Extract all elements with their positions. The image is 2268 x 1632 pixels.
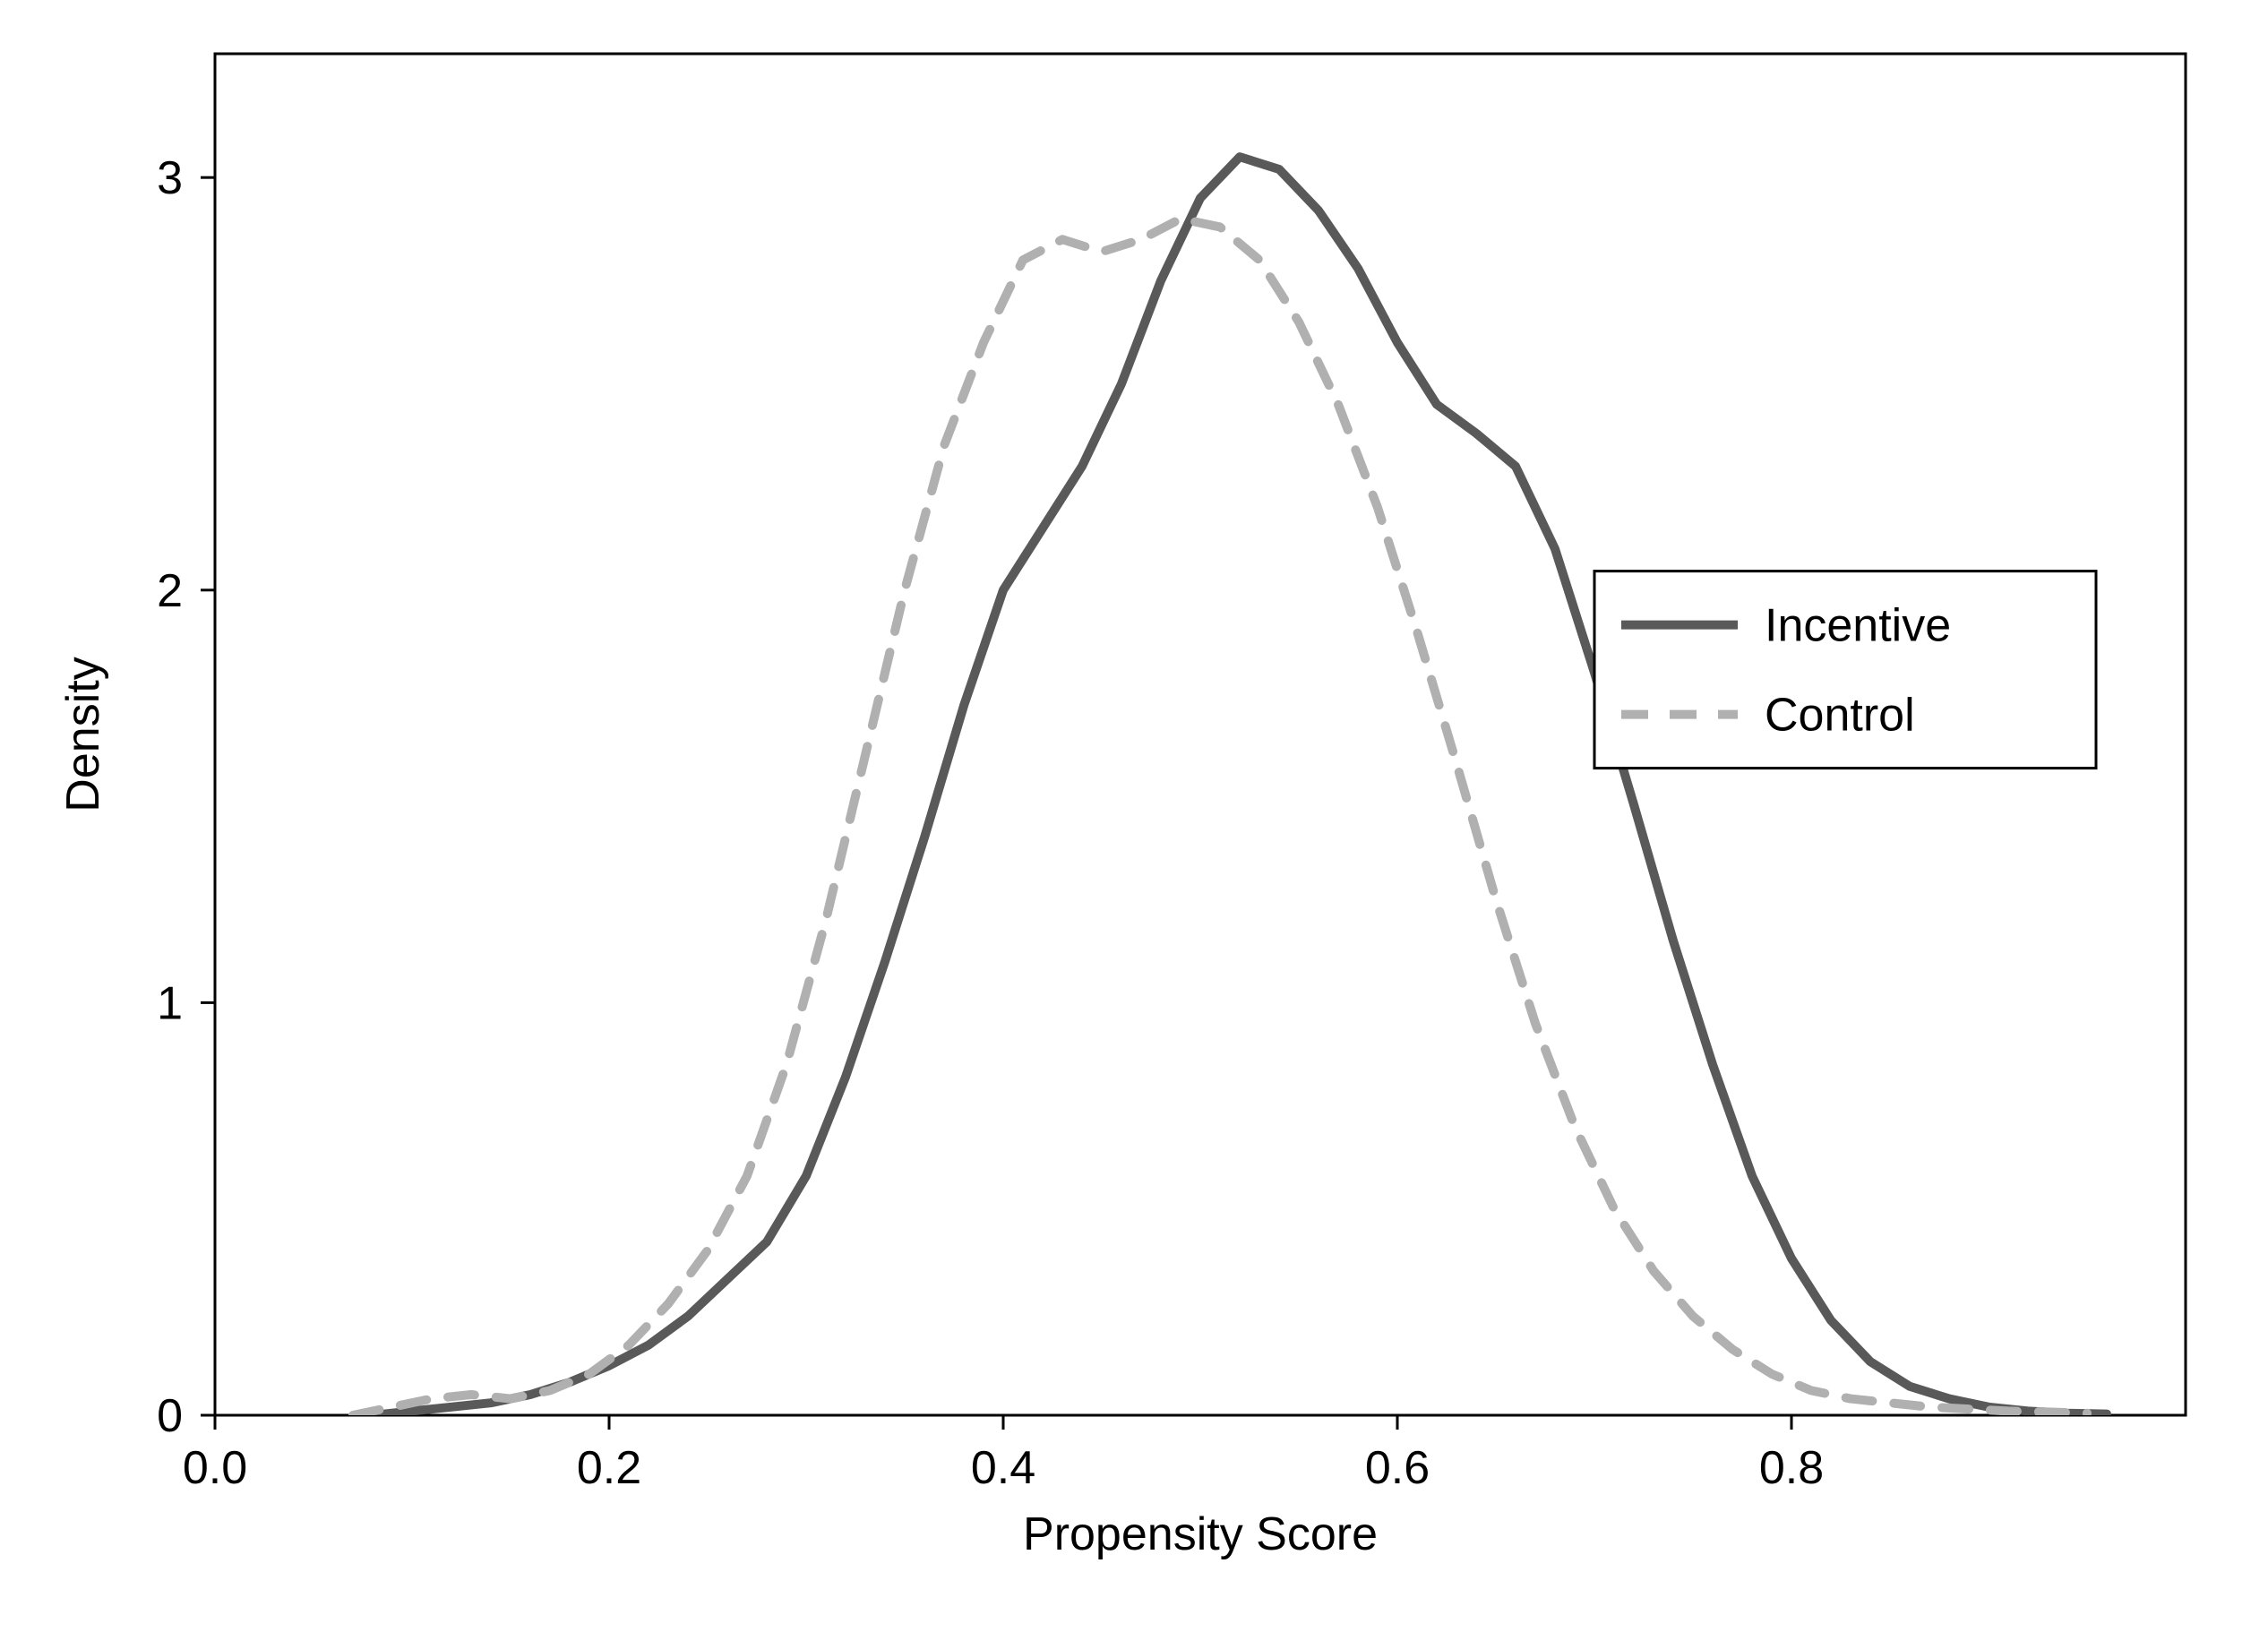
legend-label-incentive: Incentive bbox=[1765, 600, 1951, 652]
y-axis-label: Density bbox=[57, 657, 109, 812]
legend-label-control: Control bbox=[1765, 690, 1915, 742]
x-tick-label: 0.4 bbox=[971, 1442, 1035, 1494]
x-axis-label: Propensity Score bbox=[1023, 1508, 1378, 1560]
y-tick-label: 2 bbox=[157, 565, 183, 617]
x-tick-label: 0.6 bbox=[1365, 1442, 1430, 1494]
x-tick-label: 0.0 bbox=[183, 1442, 247, 1494]
chart-svg: 0.0 0.2 0.4 0.6 0.8 0 1 2 3 Propensity Score Densi… bbox=[0, 0, 2268, 1632]
y-tick-label: 1 bbox=[157, 977, 183, 1029]
y-tick-label: 0 bbox=[157, 1390, 183, 1442]
y-tick-label: 3 bbox=[157, 152, 183, 204]
x-tick-label: 0.8 bbox=[1759, 1442, 1824, 1494]
x-tick-label: 0.2 bbox=[577, 1442, 641, 1494]
density-chart: 0.0 0.2 0.4 0.6 0.8 0 1 2 3 Propensity Score Densi… bbox=[0, 0, 2268, 1632]
